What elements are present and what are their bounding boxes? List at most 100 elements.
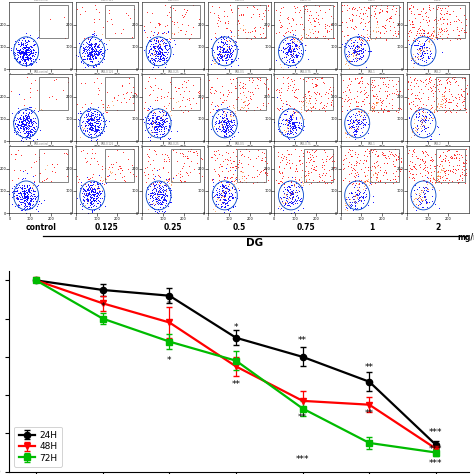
Point	[171, 29, 178, 37]
Point	[367, 181, 375, 188]
Point	[259, 9, 266, 17]
Point	[149, 42, 157, 50]
Point	[444, 146, 452, 154]
Point	[286, 189, 293, 197]
Point	[427, 47, 434, 55]
Point	[24, 189, 31, 197]
Point	[408, 1, 415, 9]
Point	[429, 32, 437, 39]
Point	[95, 43, 103, 51]
Point	[329, 34, 337, 41]
Point	[338, 18, 346, 26]
Point	[460, 166, 468, 174]
Point	[350, 5, 357, 13]
Point	[15, 108, 22, 115]
Point	[340, 176, 347, 184]
Point	[225, 119, 233, 127]
Point	[284, 118, 292, 126]
Point	[31, 194, 39, 201]
Point	[283, 49, 290, 56]
Point	[132, 172, 139, 180]
Point	[328, 91, 335, 98]
Point	[150, 183, 157, 191]
Point	[222, 50, 229, 58]
Point	[354, 55, 361, 62]
Point	[151, 36, 158, 44]
Point	[25, 51, 33, 58]
Point	[160, 195, 167, 203]
Point	[23, 113, 30, 120]
Point	[220, 188, 228, 196]
Point	[216, 44, 224, 52]
Point	[23, 182, 31, 189]
Point	[146, 58, 154, 66]
Point	[164, 125, 172, 133]
Point	[153, 35, 160, 42]
Point	[360, 193, 367, 201]
Point	[11, 124, 18, 131]
Point	[379, 171, 387, 179]
Point	[145, 157, 152, 164]
Point	[142, 194, 150, 201]
Point	[396, 104, 403, 111]
Point	[83, 46, 91, 54]
Point	[80, 195, 87, 202]
Point	[281, 110, 289, 118]
Point	[449, 168, 456, 176]
Point	[13, 120, 21, 128]
Point	[155, 57, 163, 64]
Point	[108, 169, 115, 177]
Point	[20, 184, 28, 192]
Point	[158, 46, 165, 54]
Point	[94, 119, 102, 127]
Point	[16, 115, 24, 122]
Point	[292, 128, 299, 136]
Point	[215, 42, 223, 50]
Point	[364, 129, 372, 137]
Point	[297, 126, 304, 133]
Point	[282, 100, 290, 108]
Point	[343, 98, 351, 105]
Point	[74, 115, 82, 123]
Point	[236, 82, 243, 89]
Point	[145, 47, 153, 55]
Point	[28, 195, 36, 203]
Point	[92, 119, 100, 127]
Point	[292, 93, 299, 101]
Point	[462, 94, 469, 102]
Point	[378, 150, 386, 157]
Point	[155, 180, 162, 188]
Point	[226, 53, 234, 60]
Point	[421, 172, 428, 179]
Point	[220, 48, 228, 56]
Point	[446, 78, 453, 86]
Point	[19, 205, 27, 213]
Point	[223, 119, 231, 127]
Point	[456, 27, 463, 35]
Point	[341, 152, 348, 159]
Point	[368, 103, 375, 111]
Point	[290, 181, 298, 189]
Point	[338, 102, 346, 109]
Point	[294, 34, 302, 42]
Point	[426, 106, 433, 113]
Point	[451, 165, 458, 173]
Point	[306, 95, 314, 102]
Point	[246, 95, 254, 102]
Point	[409, 125, 416, 132]
Point	[82, 128, 89, 135]
Point	[22, 123, 30, 131]
Point	[388, 5, 395, 12]
Point	[286, 163, 294, 171]
Point	[285, 46, 292, 54]
Point	[433, 108, 441, 115]
Point	[18, 187, 26, 195]
Point	[429, 92, 437, 100]
Point	[155, 37, 162, 45]
Point	[345, 170, 352, 178]
Point	[371, 164, 378, 171]
Point	[361, 181, 369, 189]
Point	[288, 178, 295, 185]
Point	[22, 29, 29, 37]
Point	[415, 200, 423, 208]
